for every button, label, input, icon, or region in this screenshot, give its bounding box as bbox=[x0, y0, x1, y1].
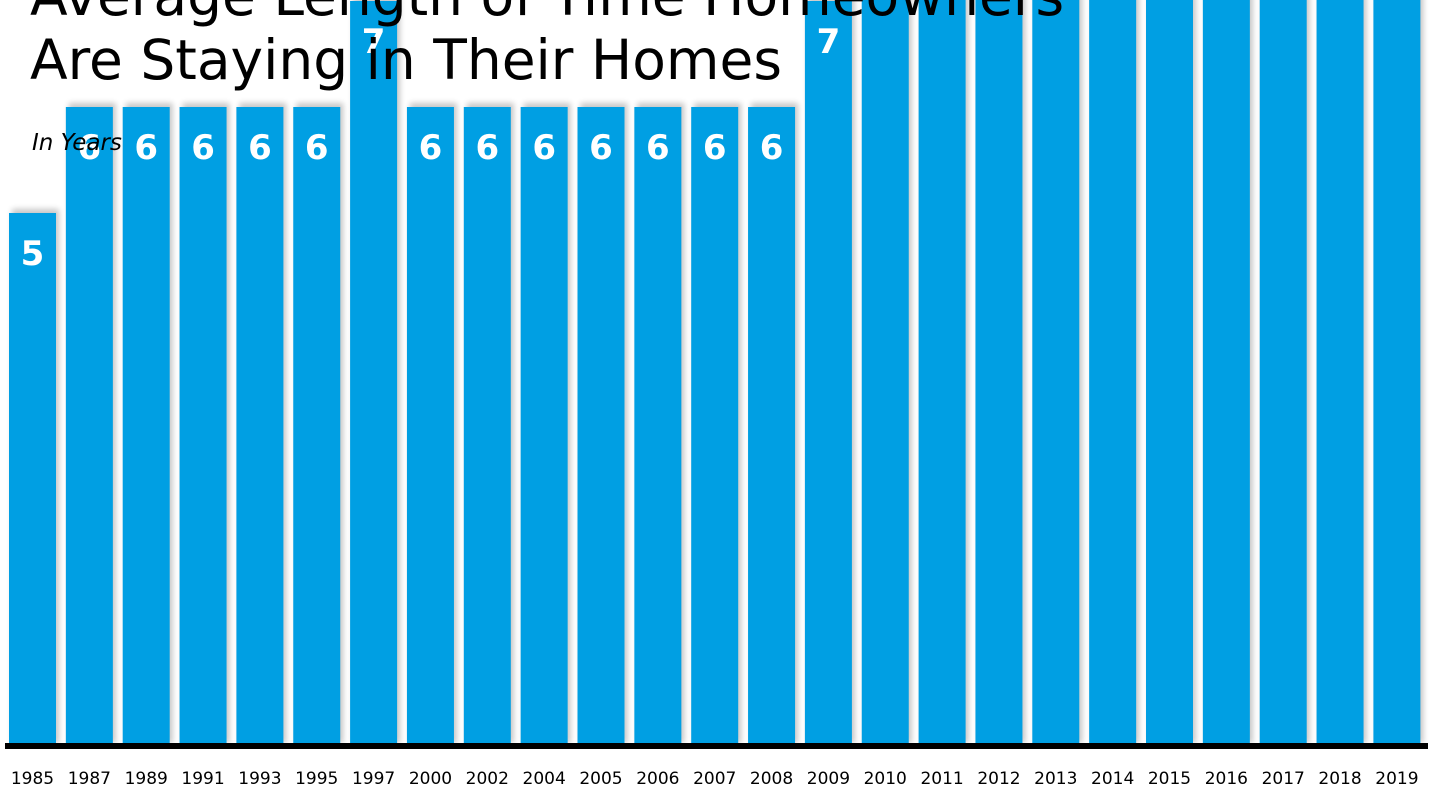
x-tick-label-2018: 2018 bbox=[1318, 769, 1361, 789]
x-tick-label-2000: 2000 bbox=[409, 769, 452, 789]
x-tick-label-2019: 2019 bbox=[1375, 769, 1418, 789]
data-label-2006: 6 bbox=[646, 128, 670, 168]
chart-title: Average Length of Time Homeowners Are St… bbox=[30, 0, 1064, 92]
x-axis-line bbox=[5, 743, 1428, 749]
bar-2011 bbox=[918, 0, 966, 743]
bar-1985 bbox=[9, 213, 56, 743]
bar-2010 bbox=[861, 0, 909, 743]
x-tick-label-2012: 2012 bbox=[977, 769, 1020, 789]
x-tick-label-2002: 2002 bbox=[466, 769, 509, 789]
data-label-2000: 6 bbox=[419, 128, 443, 168]
x-tick-label-1997: 1997 bbox=[352, 769, 395, 789]
bar-2019 bbox=[1373, 0, 1421, 743]
data-label-1991: 6 bbox=[191, 128, 215, 168]
x-tick-label-2009: 2009 bbox=[807, 769, 850, 789]
bar-2000 bbox=[406, 107, 454, 743]
x-tick-label-2008: 2008 bbox=[750, 769, 793, 789]
bar-2004 bbox=[520, 107, 568, 743]
data-label-1995: 6 bbox=[305, 128, 329, 168]
data-label-2005: 6 bbox=[589, 128, 613, 168]
bar-2009 bbox=[804, 1, 852, 743]
bar-1993 bbox=[236, 107, 284, 743]
bar-2006 bbox=[634, 107, 682, 743]
data-label-2009: 7 bbox=[817, 22, 841, 62]
data-label-2002: 6 bbox=[475, 128, 499, 168]
data-label-1987: 6 bbox=[78, 128, 102, 168]
bar-1991 bbox=[179, 107, 227, 743]
data-label-2007: 6 bbox=[703, 128, 727, 168]
bar-2015 bbox=[1146, 0, 1193, 743]
chart-subtitle: In Years bbox=[32, 130, 122, 156]
bar-1989 bbox=[122, 107, 170, 743]
x-tick-label-2014: 2014 bbox=[1091, 769, 1134, 789]
x-tick-label-2010: 2010 bbox=[864, 769, 907, 789]
bar-2005 bbox=[577, 107, 625, 743]
x-tick-label-2004: 2004 bbox=[523, 769, 566, 789]
x-tick-label-2007: 2007 bbox=[693, 769, 736, 789]
bar-2007 bbox=[691, 107, 739, 743]
bar-1997 bbox=[350, 1, 398, 743]
bars-layer: 56666676666666789991091010910 bbox=[9, 0, 1424, 743]
data-label-1989: 6 bbox=[134, 128, 158, 168]
bar-2016 bbox=[1202, 0, 1250, 743]
bar-2013 bbox=[1032, 0, 1080, 743]
x-tick-label-1993: 1993 bbox=[238, 769, 281, 789]
x-tick-label-1991: 1991 bbox=[181, 769, 224, 789]
bar-2018 bbox=[1316, 0, 1364, 743]
x-tick-labels: 1985 1987 1989 1991 1993 1995 1997 2000 2002 2004… bbox=[11, 769, 1419, 789]
x-tick-label-1989: 1989 bbox=[125, 769, 168, 789]
data-label-1985: 5 bbox=[21, 234, 45, 274]
x-tick-label-1985: 1985 bbox=[11, 769, 54, 789]
bar-2014 bbox=[1089, 0, 1137, 743]
x-tick-label-2005: 2005 bbox=[579, 769, 622, 789]
x-tick-label-2016: 2016 bbox=[1205, 769, 1248, 789]
x-tick-label-2017: 2017 bbox=[1262, 769, 1305, 789]
data-label-1993: 6 bbox=[248, 128, 272, 168]
x-tick-label-2015: 2015 bbox=[1148, 769, 1191, 789]
x-tick-label-2011: 2011 bbox=[920, 769, 963, 789]
bar-2012 bbox=[975, 0, 1023, 743]
x-tick-label-2006: 2006 bbox=[636, 769, 679, 789]
data-label-1997: 7 bbox=[362, 22, 386, 62]
x-tick-label-1987: 1987 bbox=[68, 769, 111, 789]
bar-2002 bbox=[463, 107, 511, 743]
data-label-2004: 6 bbox=[532, 128, 556, 168]
bar-2017 bbox=[1259, 0, 1307, 743]
x-tick-label-1995: 1995 bbox=[295, 769, 338, 789]
x-tick-label-2013: 2013 bbox=[1034, 769, 1077, 789]
bar-1995 bbox=[293, 107, 341, 743]
bar-2008 bbox=[748, 107, 796, 743]
bar-1987 bbox=[65, 107, 113, 743]
data-label-2008: 6 bbox=[760, 128, 784, 168]
